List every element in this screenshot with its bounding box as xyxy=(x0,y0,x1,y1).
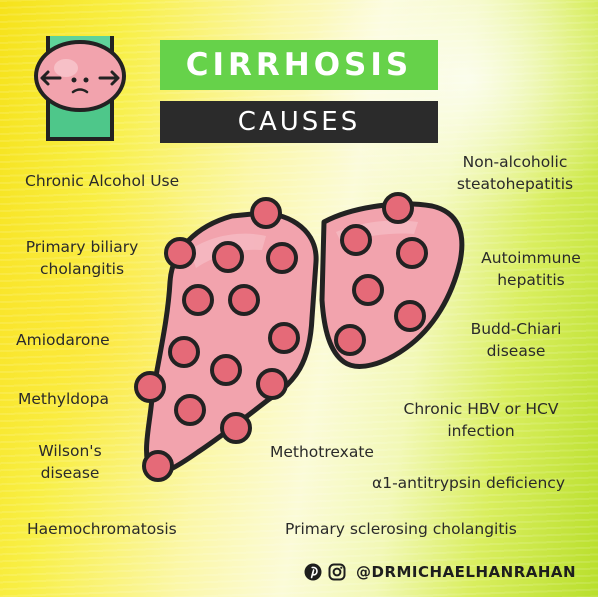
cause-line: infection xyxy=(447,422,515,440)
page-subtitle: CAUSES xyxy=(160,101,438,143)
cause-chronic-alcohol-use: Chronic Alcohol Use xyxy=(25,172,180,190)
liver-nodule xyxy=(220,412,252,444)
cause-line: hepatitis xyxy=(497,271,565,289)
cause-line: cholangitis xyxy=(39,260,125,278)
abdomen-bloating-icon xyxy=(34,36,126,141)
cause-amiodarone: Amiodarone xyxy=(16,331,110,349)
cause-wilsons-disease: Wilson's disease xyxy=(22,440,118,484)
liver-nodule xyxy=(228,284,260,316)
cause-line: Primary biliary xyxy=(25,238,139,256)
liver-nodule xyxy=(174,394,206,426)
liver-nodule xyxy=(134,371,166,403)
cause-primary-biliary-cholangitis: Primary biliary cholangitis xyxy=(18,236,146,280)
liver-nodule xyxy=(142,450,174,482)
social-handle[interactable]: @DRMICHAELHANRAHAN xyxy=(356,563,577,581)
liver-nodule xyxy=(212,241,244,273)
liver-nodule xyxy=(340,224,372,256)
liver-nodule xyxy=(334,324,366,356)
liver-nodule xyxy=(266,242,298,274)
cause-alpha1-antitrypsin: α1-antitrypsin deficiency xyxy=(372,474,565,492)
cause-primary-sclerosing-cholangitis: Primary sclerosing cholangitis xyxy=(285,520,517,538)
liver-nodule xyxy=(164,237,196,269)
liver-nodule xyxy=(382,192,414,224)
cause-haemochromatosis: Haemochromatosis xyxy=(27,520,177,538)
liver-nodule xyxy=(256,368,288,400)
liver-nodule xyxy=(268,322,300,354)
social-footer: @DRMICHAELHANRAHAN xyxy=(304,563,576,581)
cause-line: Chronic HBV or HCV xyxy=(403,400,559,418)
liver-nodule xyxy=(210,354,242,386)
pinterest-icon[interactable] xyxy=(304,563,322,581)
liver-nodule xyxy=(168,336,200,368)
liver-nodule xyxy=(394,300,426,332)
cause-methotrexate: Methotrexate xyxy=(270,443,374,461)
liver-nodule xyxy=(396,237,428,269)
liver-nodule xyxy=(182,284,214,316)
cause-budd-chiari: Budd-Chiari disease xyxy=(456,318,576,362)
cause-line: Autoimmune xyxy=(481,249,581,267)
cause-methyldopa: Methyldopa xyxy=(18,390,109,408)
liver-nodule xyxy=(352,274,384,306)
cause-line: steatohepatitis xyxy=(456,175,574,193)
cause-autoimmune-hepatitis: Autoimmune hepatitis xyxy=(466,247,596,291)
cause-chronic-hbv-hcv: Chronic HBV or HCV infection xyxy=(386,398,576,442)
liver-nodule xyxy=(250,197,282,229)
cause-line: disease xyxy=(40,464,100,482)
instagram-icon[interactable] xyxy=(328,563,346,581)
cause-nash: Non-alcoholic steatohepatitis xyxy=(440,151,590,195)
cause-line: Wilson's xyxy=(38,442,102,460)
page-title: CIRRHOSIS xyxy=(160,40,438,90)
cause-line: Budd-Chiari xyxy=(470,320,562,338)
cause-line: disease xyxy=(486,342,546,360)
cause-line: Non-alcoholic xyxy=(462,153,568,171)
